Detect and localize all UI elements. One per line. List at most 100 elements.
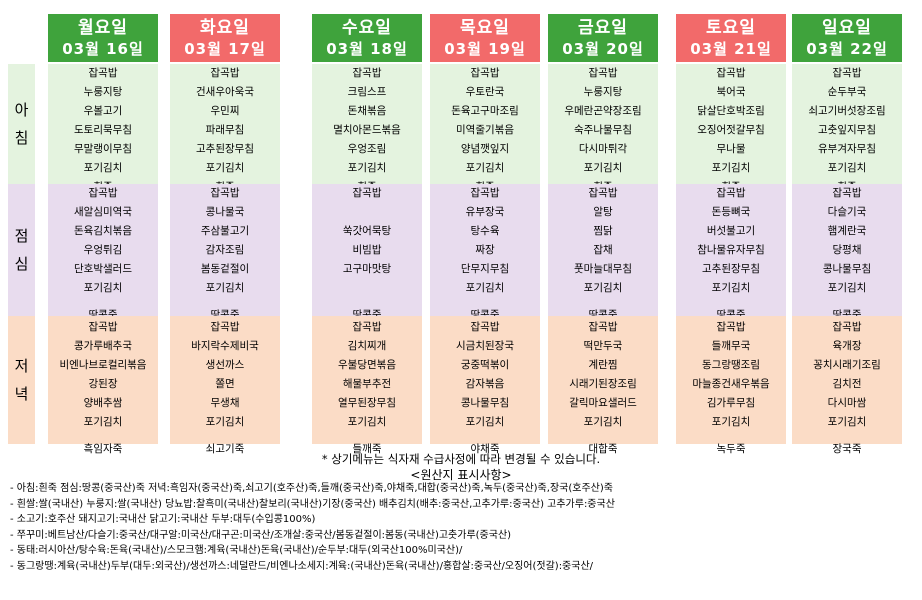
menu-item: 짜장 <box>475 244 495 256</box>
menu-item: 포기김치 <box>583 416 623 428</box>
menu-item: 다시마쌈 <box>827 397 867 409</box>
origin-note: - 소고기:호주산 돼지고기:국내산 닭고기:국내산 두부:대두(수입콩100%… <box>10 514 316 525</box>
menu-item: 다시마튀각 <box>578 143 628 155</box>
menu-item: 우토란국 <box>465 86 505 98</box>
day-name: 금요일 <box>578 18 628 38</box>
day-date: 03월 18일 <box>326 40 408 58</box>
menu-item: 잡곡밥 <box>588 187 618 199</box>
breakfast-band <box>548 64 658 184</box>
menu-item: 계란찜 <box>588 359 618 371</box>
menu-item: 들깨죽 <box>352 443 382 455</box>
menu-item: 잡곡밥 <box>588 321 618 333</box>
menu-item: 알탕 <box>593 206 613 218</box>
menu-item: 콩나물무침 <box>460 397 510 409</box>
lunch-band <box>792 184 902 316</box>
menu-item: 포기김치 <box>465 162 505 174</box>
breakfast-menu: 잡곡밥순두부국쇠고기버섯장조림고춧잎지무침유부겨자무침포기김치흰죽 <box>792 64 902 197</box>
menu-item: 누룽지탕 <box>83 86 123 98</box>
menu-item: 잡곡밥 <box>210 67 240 79</box>
dinner-menu: 잡곡밥 시금치된장국 궁중떡볶이 감자볶음 콩나물무침 포기김치 야채죽 <box>430 318 540 459</box>
menu-item: 콩나물무침 <box>822 263 872 275</box>
menu-item: 잡곡밥 <box>352 67 382 79</box>
day-name: 수요일 <box>342 18 392 38</box>
menu-item: 김가루무침 <box>706 397 756 409</box>
dinner-band <box>548 316 658 444</box>
menu-item: 북어국 <box>716 86 746 98</box>
menu-item: 쫄면 <box>215 378 235 390</box>
menu-item: 잡곡밥 <box>470 321 500 333</box>
menu-item: 야채죽 <box>470 443 500 455</box>
menu-item: 탕수육 <box>470 225 500 237</box>
day-header: 화요일 03월 17일 <box>170 14 280 62</box>
menu-item: 파래무침 <box>205 124 245 136</box>
menu-item: 생선까스 <box>205 359 245 371</box>
menu-item: 포기김치 <box>205 416 245 428</box>
lunch-band <box>312 184 422 316</box>
menu-item: 콩나물국 <box>205 206 245 218</box>
day-header: 금요일 03월 20일 <box>548 14 658 62</box>
menu-item: 잡채 <box>593 244 613 256</box>
menu-item: 무나물 <box>716 143 746 155</box>
menu-item: 포기김치 <box>347 416 387 428</box>
day-date: 03월 17일 <box>184 40 266 58</box>
dinner-band <box>312 316 422 444</box>
lunch-menu: 잡곡밥 새알심미역국 돈육김치볶음 우엉튀김 단호박샐러드 포기김치 땅콩죽 <box>48 184 158 325</box>
menu-item: 흑임자죽 <box>83 443 123 455</box>
lunch-band <box>548 184 658 316</box>
menu-item: 돈육김치볶음 <box>74 225 132 237</box>
menu-item: 포기김치 <box>347 162 387 174</box>
day-name: 일요일 <box>822 18 872 38</box>
menu-item: 바지락수제비국 <box>191 340 259 352</box>
lunch-menu: 잡곡밥 다슬기국 햄계란국 당평채 콩나물무침 포기김치 땅콩죽 <box>792 184 902 325</box>
dinner-label-char: 저 <box>14 357 29 375</box>
menu-item: 크림스프 <box>347 86 387 98</box>
menu-item: 감자조림 <box>205 244 245 256</box>
menu-item: 고춧잎지무침 <box>818 124 876 136</box>
menu-item: 포기김치 <box>205 282 245 294</box>
breakfast-menu: 잡곡밥누룽지탕우메란곤약장조림숙주나물무침다시마튀각포기김치흰죽 <box>548 64 658 197</box>
breakfast-menu: 잡곡밥크림스프돈채볶음멸치아몬드볶음우엉조림포기김치흰죽 <box>312 64 422 197</box>
menu-item: 포기김치 <box>205 162 245 174</box>
lunch-menu: 잡곡밥 쑥갓어묵탕 비빔밥 고구마맛탕 땅콩죽 <box>312 184 422 325</box>
menu-item: 건새우아욱국 <box>196 86 254 98</box>
dinner-menu: 잡곡밥 김치찌개 우불당면볶음 해물부추전 열무된장무침 포기김치 들깨죽 <box>312 318 422 459</box>
menu-item: 잡곡밥 <box>832 321 862 333</box>
breakfast-band <box>676 64 786 184</box>
dinner-menu: 잡곡밥 콩가루배추국 비엔나브로컬리볶음 강된장 양배추쌈 포기김치 흑임자죽 <box>48 318 158 459</box>
menu-item: 양배추쌈 <box>83 397 123 409</box>
breakfast-label-char: 아 <box>14 101 29 119</box>
menu-item: 포기김치 <box>711 416 751 428</box>
menu-item: 무말랭이무침 <box>74 143 132 155</box>
dinner-menu: 잡곡밥 떡만두국 계란찜 시래기된장조림 갈릭마요샐러드 포기김치 대합죽 <box>548 318 658 459</box>
breakfast-label: 아 침 <box>8 64 35 184</box>
dinner-menu: 잡곡밥 들깨무국 동그랑땡조림 마늘종건새우볶음 김가루무침 포기김치 녹두죽 <box>676 318 786 459</box>
menu-item: 우볼고기 <box>83 105 123 117</box>
menu-item: 콩가루배추국 <box>74 340 132 352</box>
menu-item: 쇠고기죽 <box>205 443 245 455</box>
menu-item: 우엉조림 <box>347 143 387 155</box>
menu-item: 잡곡밥 <box>470 67 500 79</box>
breakfast-menu: 잡곡밥건새우아욱국우민찌파래무침고추된장무침포기김치흰죽 <box>170 64 280 197</box>
origin-note: - 동태:러시아산/탕수육:돈육(국내산)/스모크햄:계육(국내산)돈육(국내산… <box>10 545 463 556</box>
lunch-label: 점 심 <box>8 184 35 316</box>
menu-item: 단호박샐러드 <box>74 263 132 275</box>
menu-item: 참나물유자무침 <box>697 244 765 256</box>
menu-item: 시금치된장국 <box>456 340 514 352</box>
menu-item: 잡곡밥 <box>88 67 118 79</box>
menu-item: 잡곡밥 <box>832 67 862 79</box>
menu-item: 잡곡밥 <box>210 187 240 199</box>
menu-item: 포기김치 <box>711 282 751 294</box>
dinner-band <box>48 316 158 444</box>
menu-item: 누룽지탕 <box>583 86 623 98</box>
dinner-menu: 잡곡밥 육개장 꽁치시래기조림 김치전 다시마쌈 포기김치 장국죽 <box>792 318 902 459</box>
menu-item: 멸치아몬드볶음 <box>333 124 401 136</box>
menu-item: 포기김치 <box>827 282 867 294</box>
menu-item: 도토리묵무침 <box>74 124 132 136</box>
lunch-menu: 잡곡밥 유부장국 탕수육 짜장 단무지무침 포기김치 땅콩죽 <box>430 184 540 325</box>
origin-title: <원산지 표시사항> <box>410 468 512 482</box>
lunch-label-char: 심 <box>14 255 29 273</box>
lunch-menu: 잡곡밥 알탕 찜닭 잡채 풋마늘대무침 포기김치 땅콩죽 <box>548 184 658 325</box>
origin-notes: - 아침:흰죽 점심:땅콩(중국산)죽 저녁:흑임자(중국산)죽,쇠고기(호주산… <box>10 481 615 574</box>
menu-item: 고구마맛탕 <box>342 263 392 275</box>
